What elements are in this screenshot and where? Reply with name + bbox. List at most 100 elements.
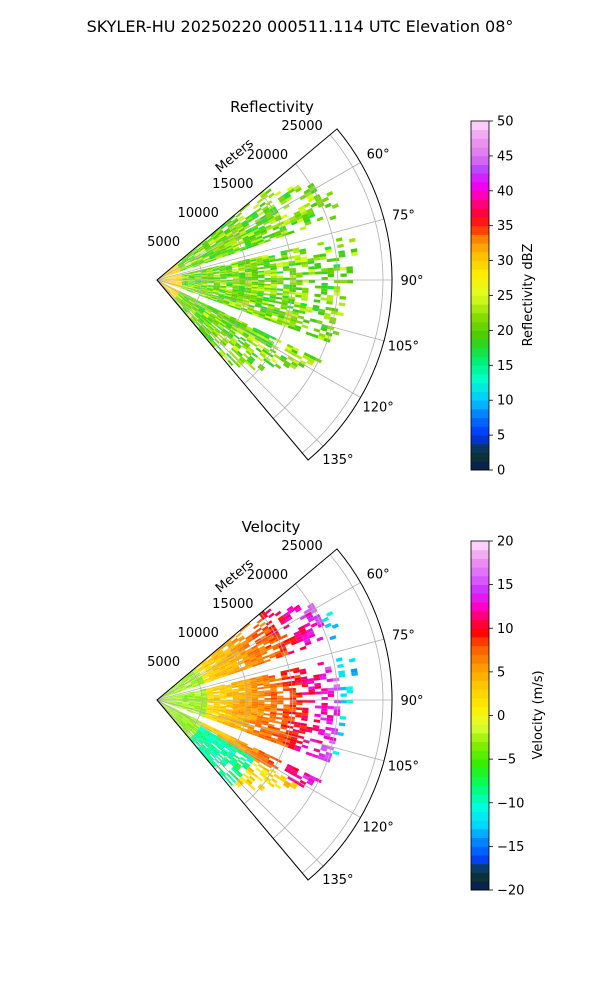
range-gate-cell <box>252 663 259 667</box>
range-gate-cell <box>260 760 267 766</box>
range-gate-cell <box>226 284 233 287</box>
range-gate-cell <box>276 262 283 266</box>
range-gate-cell <box>242 235 249 240</box>
sector-outline <box>156 128 393 461</box>
range-gate-cell <box>216 300 223 304</box>
range-gate-cell <box>339 296 347 300</box>
range-gate-cell <box>264 287 271 290</box>
range-gate-cell <box>250 260 257 264</box>
range-gate-cell <box>299 668 307 673</box>
range-gate-cell <box>319 253 327 258</box>
range-gate-cell <box>199 292 206 295</box>
range-gate-cell <box>163 698 170 700</box>
range-gate-cell <box>321 277 328 280</box>
range-gate-cell <box>162 695 169 698</box>
range-gate-cell <box>314 265 322 269</box>
range-gate-cell <box>277 195 285 201</box>
range-gate-cell <box>313 299 321 303</box>
range-gate-cell <box>181 273 189 276</box>
range-gate-cell <box>175 274 182 277</box>
range-gate-cell <box>230 338 237 344</box>
range-gate-cell <box>296 320 303 325</box>
range-gate-cell <box>207 737 214 742</box>
range-gate-cell <box>226 772 232 779</box>
range-gate-cell <box>256 677 263 681</box>
range-gate-cell <box>323 735 331 740</box>
range-gate-cell <box>325 751 333 757</box>
range-gate-cell <box>321 288 328 292</box>
range-gate-cell <box>231 746 238 752</box>
range-gate-cell <box>209 674 216 678</box>
range-gate-cell <box>213 272 220 274</box>
range-gate-cell <box>204 296 211 300</box>
range-gate-cell <box>232 270 239 273</box>
range-gate-cell <box>237 359 244 365</box>
range-gate-cell <box>260 192 267 199</box>
range-gate-cell <box>240 650 247 656</box>
range-gate-cell <box>311 333 319 339</box>
range-gate-cell <box>221 656 228 661</box>
range-gate-cell <box>219 267 226 271</box>
range-gate-cell <box>207 707 214 709</box>
colorbar-cell <box>471 365 489 375</box>
range-gate-cell <box>213 276 221 278</box>
range-gate-cell <box>174 270 181 274</box>
range-gate-cell <box>231 685 239 689</box>
range-gate-cell <box>191 316 197 322</box>
range-gate-cell <box>204 260 211 264</box>
range-gate-cell <box>280 252 288 256</box>
range-gate-cell <box>236 719 243 723</box>
range-gate-cell <box>198 747 204 753</box>
range-gate-cell <box>288 263 296 267</box>
range-gate-cell <box>200 709 207 712</box>
range-gate-cell <box>220 276 227 278</box>
range-gate-cell <box>274 783 282 790</box>
range-gate-cell <box>270 286 277 289</box>
range-gate-cell <box>176 680 182 685</box>
range-gate-cell <box>268 217 276 223</box>
range-gate-cell <box>299 194 307 201</box>
range-gate-cell <box>238 687 245 690</box>
range-gate-cell <box>193 251 199 256</box>
range-gate-cell <box>199 306 206 311</box>
range-gate-cell <box>323 757 331 763</box>
range-gate-cell <box>216 336 222 342</box>
range-gate-cell <box>215 252 222 257</box>
range-gate-cell <box>223 660 230 665</box>
range-gate-cell <box>194 283 202 285</box>
range-gate-cell <box>176 280 183 282</box>
colorbar-cell <box>471 767 489 777</box>
range-gate-cell <box>324 732 331 737</box>
range-gate-cell <box>296 694 303 698</box>
range-gate-cell <box>218 754 224 760</box>
range-gate-cell <box>213 281 221 283</box>
range-gate-cell <box>246 216 253 222</box>
range-gate-cell <box>254 231 261 237</box>
range-gate-cell <box>194 282 202 284</box>
range-gate-cell <box>292 779 300 785</box>
range-gate-cell <box>163 698 170 700</box>
range-gate-cell <box>191 680 198 684</box>
range-gate-cell <box>162 692 168 697</box>
range-gate-cell <box>254 756 262 762</box>
range-gate-cell <box>337 311 344 317</box>
range-gate-cell <box>251 224 258 230</box>
range-gate-cell <box>250 680 257 684</box>
range-gate-cell <box>269 293 277 297</box>
range-gate-cell <box>243 330 251 336</box>
range-gate-cell <box>219 286 227 289</box>
range-gate-cell <box>231 337 238 343</box>
range-gate-cell <box>221 319 228 324</box>
range-gate-cell <box>181 299 187 304</box>
range-gate-cell <box>250 293 258 296</box>
range-gate-cell <box>188 255 195 260</box>
range-gate-cell <box>201 735 207 740</box>
range-gate-cell <box>175 704 182 707</box>
range-gate-cell <box>305 331 313 337</box>
range-gate-cell <box>180 267 187 271</box>
range-gate-cell <box>207 725 214 729</box>
range-gate-cell <box>274 634 281 640</box>
range-gate-cell <box>172 265 179 270</box>
range-gate-cell <box>243 296 251 300</box>
range-gate-cell <box>289 277 297 280</box>
